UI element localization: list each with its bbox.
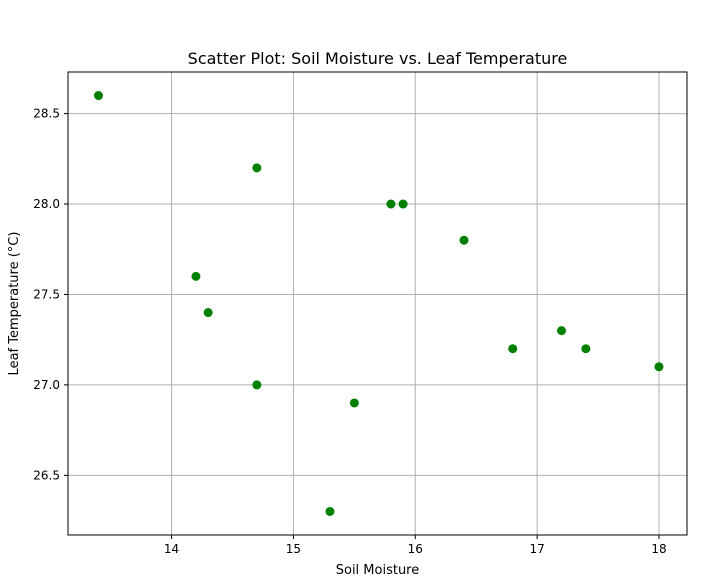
x-tick-label: 16 (408, 542, 423, 556)
x-tick-label: 14 (164, 542, 179, 556)
y-tick-label: 28.0 (33, 197, 60, 211)
data-point (252, 163, 262, 173)
axis-ticks: 14 15 16 17 18 26.5 27.0 27.5 28.0 28.5 (33, 107, 666, 556)
data-point (203, 308, 213, 318)
data-point (581, 344, 591, 354)
x-tick-label: 17 (529, 542, 544, 556)
chart-title: Scatter Plot: Soil Moisture vs. Leaf Tem… (188, 49, 568, 68)
y-tick-label: 28.5 (33, 107, 60, 121)
data-point (459, 235, 469, 245)
data-point (386, 199, 396, 209)
data-point (252, 380, 262, 390)
plot-area-frame (67, 71, 688, 536)
x-tick-label: 15 (286, 542, 301, 556)
data-point (325, 506, 335, 516)
data-point (556, 326, 566, 336)
x-tick-label: 18 (651, 542, 666, 556)
y-tick-label: 26.5 (33, 468, 60, 482)
data-point (508, 344, 518, 354)
data-point (191, 271, 201, 281)
y-tick-label: 27.0 (33, 378, 60, 392)
data-point (654, 362, 664, 372)
data-point (398, 199, 408, 209)
data-point (93, 91, 103, 101)
data-points (93, 91, 664, 516)
y-axis-label: Leaf Temperature (°C) (7, 232, 22, 376)
data-point (349, 398, 359, 408)
grid-lines (68, 72, 687, 535)
y-tick-label: 27.5 (33, 287, 60, 301)
x-axis-label: Soil Moisture (336, 563, 420, 578)
